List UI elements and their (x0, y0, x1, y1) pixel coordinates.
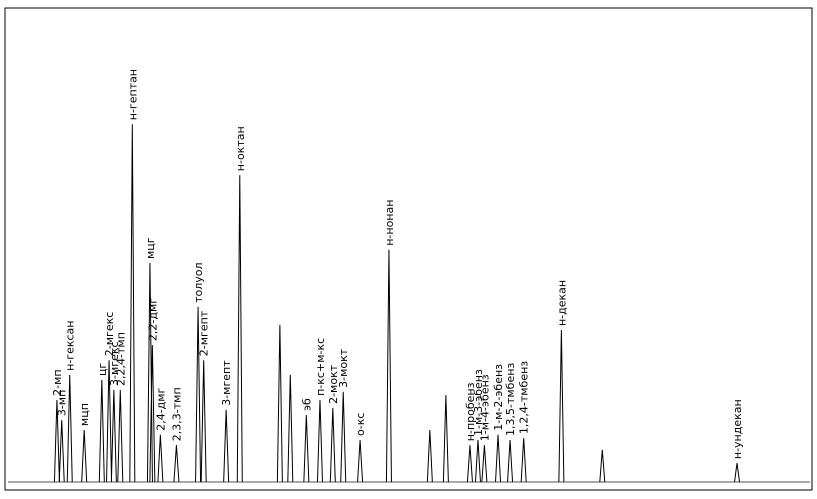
peak (200, 360, 207, 483)
peak (507, 439, 514, 483)
peak (558, 330, 565, 483)
peak-label: 2-мгепт (198, 310, 211, 356)
peak-label: о-кс (354, 413, 367, 436)
peak-label: н-гептан (126, 69, 139, 120)
peak (236, 175, 243, 483)
peak (223, 409, 230, 483)
peak (385, 249, 392, 483)
peak-label: 3-мокт (337, 348, 350, 388)
peak-label: эб (300, 398, 313, 411)
peak (357, 439, 364, 483)
peak-label: н-октан (234, 126, 247, 171)
peak-label: 1-м-4-эбенз (478, 374, 491, 441)
peak-label: 2,3,3-тмп (170, 387, 183, 441)
peak (481, 445, 488, 483)
peak (599, 449, 606, 483)
peak (520, 438, 527, 483)
peak (195, 306, 202, 483)
peak-label: н-ундекан (731, 399, 744, 459)
peak-label: н-пробенз (464, 382, 477, 441)
peak (58, 420, 65, 483)
peak (106, 360, 113, 483)
peak (129, 124, 136, 483)
peak (303, 414, 310, 483)
peak (734, 463, 741, 483)
peak (474, 439, 481, 483)
peak (149, 345, 156, 483)
peak-label: 2-мгекс (103, 312, 116, 357)
peak-label: мцп (78, 403, 91, 426)
peak-label: 3-мп (56, 390, 69, 416)
peak-label: 2-мп (51, 369, 64, 395)
peak-label: 2,4-дмг (154, 387, 167, 430)
peak (157, 434, 164, 483)
peak (316, 399, 323, 483)
peak (110, 389, 117, 483)
peak (53, 399, 60, 483)
peak-label: 3-мгекс (108, 341, 121, 386)
peak-label: п-кс+м-кс (314, 338, 327, 396)
peak-label: 1-м-2-эбенз (492, 364, 505, 431)
peak-label: 1,3,5-тмбенз (504, 363, 517, 436)
peak (495, 434, 502, 483)
peak (442, 395, 449, 483)
peak-label: мцг (144, 237, 157, 259)
peak (117, 389, 124, 483)
peak-label: н-нонан (383, 200, 396, 246)
peak (173, 445, 180, 483)
peak (426, 430, 433, 483)
peak (287, 374, 294, 483)
peak-label: 3-мгепт (220, 360, 233, 406)
peak-label: 2-мокт (327, 364, 340, 404)
peak (81, 430, 88, 483)
peak-label: 2,2-дмг (146, 298, 159, 341)
peak (466, 445, 473, 483)
peak (98, 380, 105, 483)
plot-frame (4, 7, 813, 491)
peak-label: н-декан (555, 280, 568, 326)
peak-label: н-гексан (64, 321, 77, 371)
peak (340, 391, 347, 483)
peak (66, 374, 73, 483)
peak-label: толуол (192, 262, 205, 302)
peak-label: 2,2,4-тмп (114, 332, 127, 386)
peak (329, 407, 336, 483)
peak-label: 1-м-3-эбенз (472, 369, 485, 436)
peak (276, 324, 283, 483)
peak-label: цг (96, 363, 109, 376)
peak-label: 1,2,4-тмбенз (518, 361, 531, 434)
